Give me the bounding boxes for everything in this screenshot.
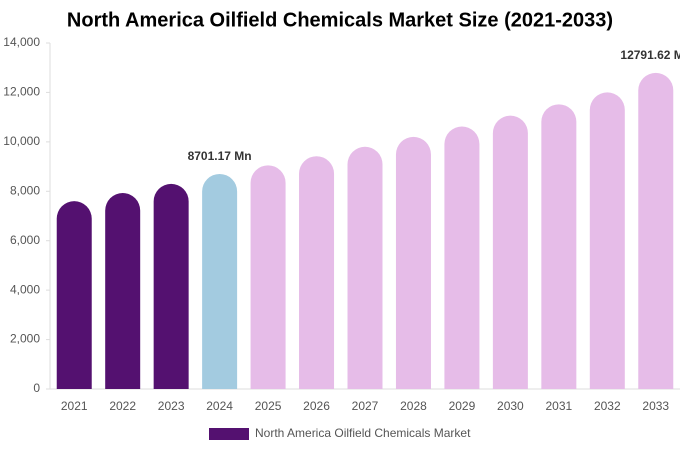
- legend-label: North America Oilfield Chemicals Market: [255, 426, 471, 440]
- bar: [541, 104, 577, 389]
- x-tick-label: 2030: [497, 399, 524, 413]
- x-tick-label: 2032: [594, 399, 621, 413]
- y-tick-label: 4,000: [10, 282, 40, 296]
- x-tick-label: 2023: [158, 399, 185, 413]
- y-tick-label: 6,000: [10, 233, 40, 247]
- x-tick-label: 2027: [352, 399, 379, 413]
- bar: [395, 136, 431, 389]
- bar: [299, 156, 335, 389]
- x-tick-label: 2028: [400, 399, 427, 413]
- x-tick-label: 2026: [303, 399, 330, 413]
- x-tick-label: 2031: [545, 399, 572, 413]
- x-tick-label: 2029: [449, 399, 476, 413]
- bar: [153, 183, 189, 389]
- chart-title: North America Oilfield Chemicals Market …: [67, 9, 613, 31]
- y-tick-label: 0: [33, 381, 40, 395]
- bar: [347, 146, 383, 389]
- x-tick-label: 2025: [255, 399, 282, 413]
- x-tick-label: 2021: [61, 399, 88, 413]
- bar: [492, 115, 528, 390]
- y-tick-label: 10,000: [3, 134, 40, 148]
- x-tick-label: 2033: [642, 399, 669, 413]
- y-tick-label: 14,000: [3, 35, 40, 49]
- bar: [202, 173, 238, 389]
- value-label: 12791.62 Mn: [620, 48, 680, 62]
- x-tick-label: 2024: [206, 399, 233, 413]
- bar: [638, 72, 674, 389]
- bar: [250, 165, 286, 389]
- y-tick-label: 8,000: [10, 183, 40, 197]
- bar: [56, 201, 92, 389]
- bar: [105, 193, 141, 389]
- bar: [444, 126, 480, 389]
- y-tick-label: 12,000: [3, 85, 40, 99]
- legend-swatch: [209, 428, 249, 440]
- y-tick-label: 2,000: [10, 332, 40, 346]
- x-tick-label: 2022: [109, 399, 136, 413]
- value-label: 8701.17 Mn: [188, 149, 252, 163]
- bar: [589, 92, 625, 389]
